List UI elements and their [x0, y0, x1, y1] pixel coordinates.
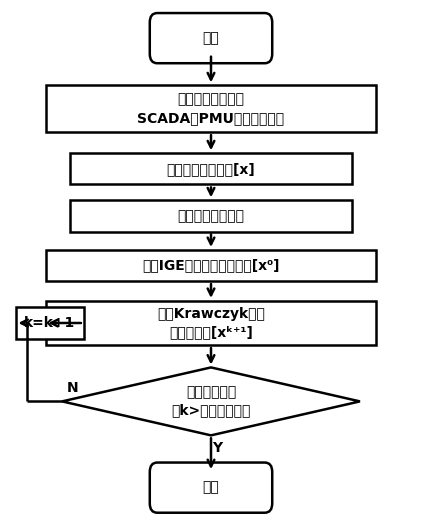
Text: N: N	[67, 381, 78, 395]
Bar	[70, 200, 352, 232]
Text: 根据转换方程获得
SCADA和PMU混合测量数据: 根据转换方程获得 SCADA和PMU混合测量数据	[138, 92, 284, 125]
Bar	[46, 250, 376, 281]
Text: 满足收敛条件
或k>最大迭代次数: 满足收敛条件 或k>最大迭代次数	[171, 385, 251, 417]
Bar	[16, 307, 84, 339]
Text: 通过IGE方法计算迭代初值[x⁰]: 通过IGE方法计算迭代初值[x⁰]	[142, 259, 280, 272]
Bar	[46, 85, 376, 132]
Text: 开始: 开始	[203, 31, 219, 45]
Text: 确定区间状态变量[x]: 确定区间状态变量[x]	[167, 162, 255, 176]
Text: 计算区间矩阵方程: 计算区间矩阵方程	[178, 209, 244, 223]
Bar	[46, 301, 376, 345]
Text: k=k+1: k=k+1	[24, 316, 75, 330]
Text: 结束: 结束	[203, 481, 219, 495]
Bar	[70, 153, 352, 184]
Text: Y: Y	[212, 441, 222, 456]
FancyBboxPatch shape	[150, 463, 272, 513]
Text: 通过Krawczyk算子
计算迭代值[xᵏ⁺¹]: 通过Krawczyk算子 计算迭代值[xᵏ⁺¹]	[157, 307, 265, 339]
Polygon shape	[62, 367, 360, 435]
FancyBboxPatch shape	[150, 13, 272, 63]
